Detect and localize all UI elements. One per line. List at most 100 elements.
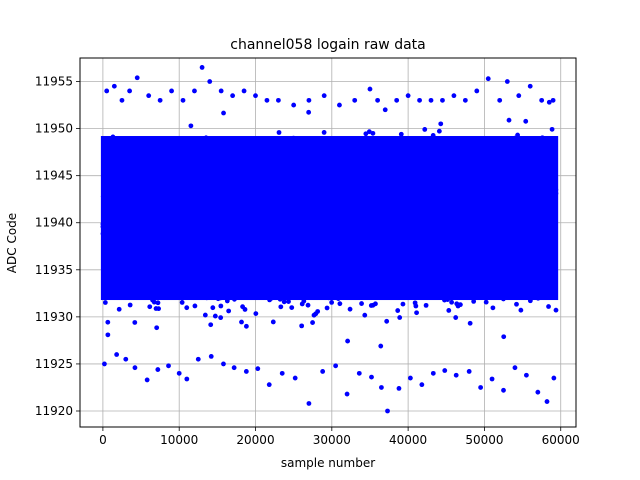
data-point (501, 180, 507, 186)
data-point (471, 148, 476, 154)
data-point (264, 172, 269, 178)
data-point (232, 155, 238, 161)
data-point (243, 369, 249, 374)
data-point (513, 274, 518, 280)
data-point (250, 190, 256, 196)
data-point (160, 280, 166, 286)
data-point (170, 233, 175, 239)
data-point (348, 258, 354, 264)
data-point (270, 319, 276, 325)
data-point (428, 97, 434, 103)
data-point (475, 267, 480, 273)
data-point (117, 257, 123, 263)
data-point (105, 162, 111, 167)
data-point (226, 279, 232, 285)
data-point (322, 151, 328, 156)
data-point (479, 247, 485, 253)
data-point (115, 272, 121, 278)
data-point (509, 142, 515, 148)
data-point (387, 163, 393, 169)
data-point (485, 265, 491, 271)
data-point (376, 236, 382, 242)
data-point (102, 361, 107, 367)
data-point (473, 169, 479, 175)
data-point (352, 265, 358, 271)
data-point (157, 97, 163, 103)
data-point (417, 269, 423, 275)
data-point (420, 188, 425, 194)
data-point (396, 202, 401, 208)
data-point (242, 166, 248, 172)
data-point (385, 199, 391, 204)
data-point (162, 267, 168, 273)
data-point (354, 246, 360, 252)
data-point (274, 193, 279, 198)
data-point (194, 163, 200, 169)
data-point (337, 220, 343, 226)
data-point (148, 181, 154, 187)
data-point (196, 193, 201, 199)
data-point (363, 131, 369, 137)
data-point (460, 207, 466, 213)
y-tick-label: 11955 (35, 75, 73, 89)
data-point (199, 258, 205, 264)
data-point (164, 291, 170, 297)
data-point (301, 298, 307, 304)
data-point (231, 174, 237, 180)
data-point (302, 258, 307, 264)
data-point (369, 374, 374, 380)
data-point (348, 173, 354, 179)
data-point (414, 222, 420, 228)
data-point (220, 214, 226, 219)
data-point (164, 228, 169, 234)
data-point (466, 264, 471, 270)
data-point (105, 319, 111, 325)
data-point (153, 248, 159, 254)
data-point (262, 223, 268, 229)
data-point (250, 219, 256, 225)
data-point (384, 230, 390, 235)
data-point (364, 233, 370, 239)
data-point (415, 241, 421, 247)
data-point (549, 170, 555, 176)
data-point (208, 354, 214, 359)
data-point (156, 306, 161, 312)
data-point (324, 305, 330, 311)
data-point (385, 408, 390, 414)
data-point (196, 233, 202, 239)
data-point (487, 165, 493, 171)
data-point (196, 286, 202, 292)
data-point (360, 256, 366, 261)
data-point (127, 88, 132, 94)
data-point (481, 233, 487, 239)
data-point (509, 204, 515, 210)
data-point (235, 241, 241, 247)
data-points (100, 65, 559, 414)
y-tick-label: 11950 (35, 122, 73, 136)
data-point (331, 181, 337, 187)
data-point (154, 236, 160, 242)
data-point (489, 153, 495, 159)
data-point (313, 216, 319, 221)
data-point (549, 148, 555, 154)
data-point (482, 213, 488, 218)
data-point (282, 265, 288, 271)
data-point (527, 83, 533, 89)
data-point (220, 183, 226, 189)
data-point (197, 169, 202, 174)
data-point (518, 226, 524, 232)
data-point (224, 228, 230, 234)
data-point (318, 162, 324, 167)
data-point (268, 258, 274, 264)
data-point (438, 260, 444, 266)
data-point (506, 117, 512, 123)
data-point (515, 282, 521, 288)
data-point (539, 211, 545, 217)
data-point (329, 211, 335, 217)
data-point (220, 241, 225, 247)
data-point (164, 211, 170, 217)
data-point (193, 241, 198, 247)
data-point (424, 232, 429, 238)
data-point (307, 204, 313, 209)
data-point (540, 224, 546, 230)
